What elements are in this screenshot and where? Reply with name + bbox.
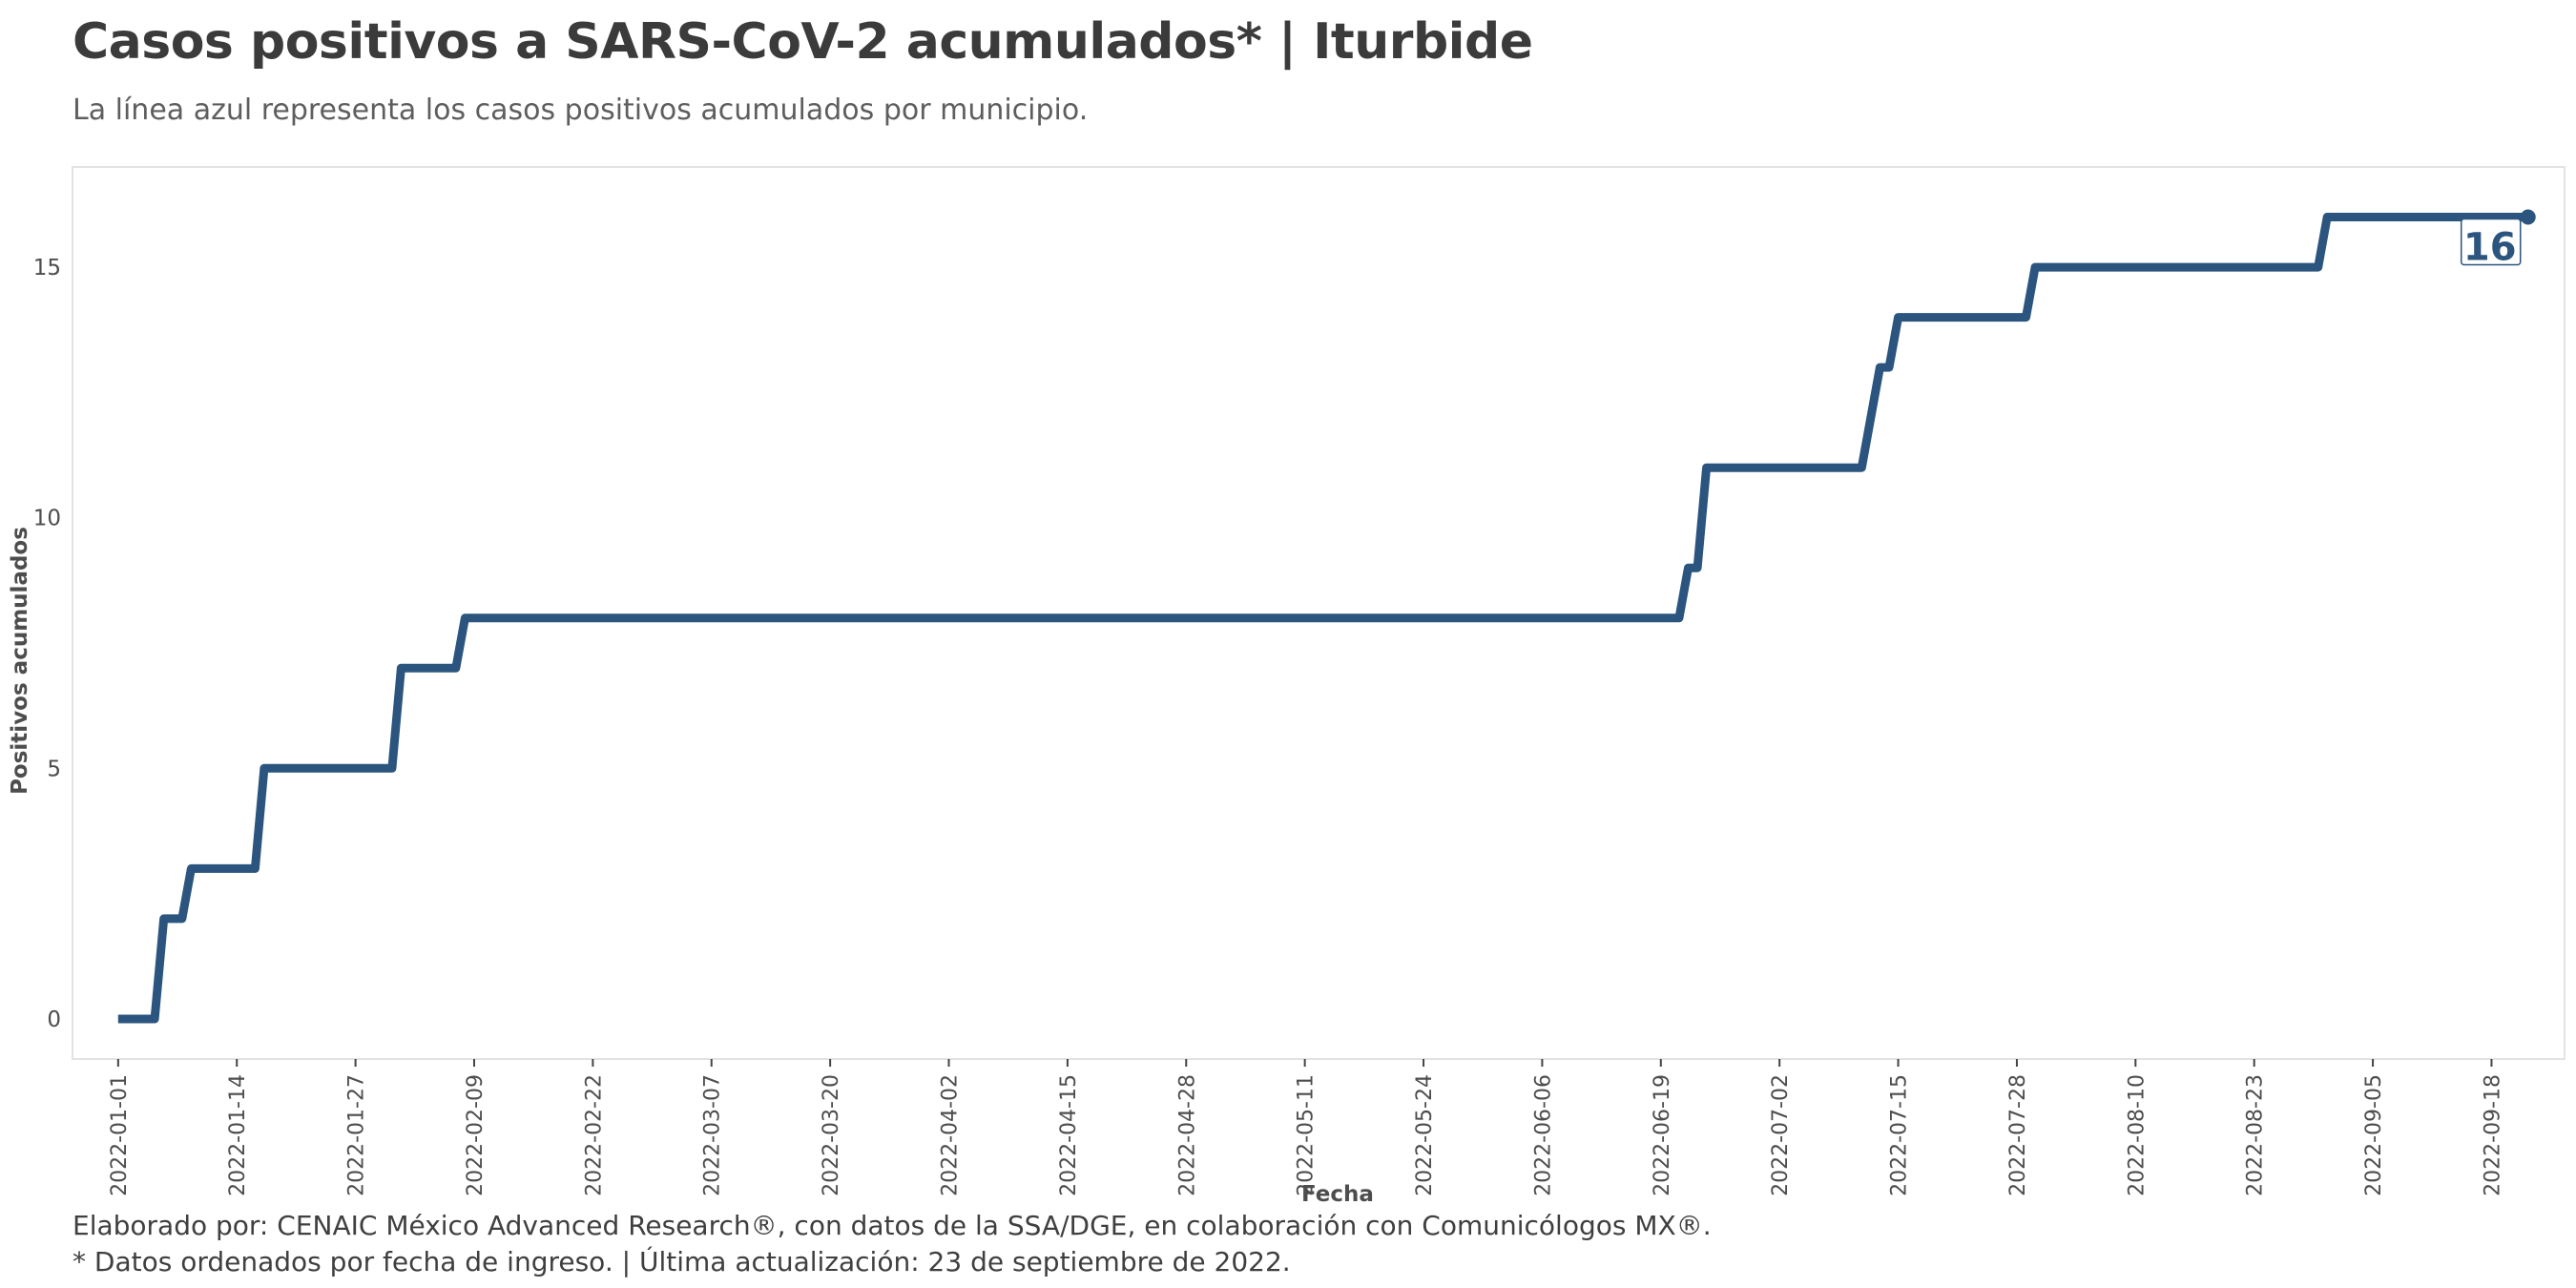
y-tick-label-1: 5: [47, 757, 61, 781]
caption-source: Elaborado por: CENAIC México Advanced Re…: [73, 1210, 1712, 1241]
x-axis-title: Fecha: [1301, 1182, 1374, 1207]
x-tick-label-15: 2022-07-15: [1888, 1074, 1912, 1196]
y-tick-label-0: 0: [47, 1008, 61, 1032]
y-tick-label-3: 15: [33, 256, 61, 280]
x-tick-label-4: 2022-02-22: [582, 1074, 606, 1196]
plot-panel: [72, 166, 2566, 1060]
x-tick-label-1: 2022-01-14: [226, 1074, 250, 1196]
x-tick-label-10: 2022-05-11: [1295, 1074, 1319, 1196]
x-tick-label-20: 2022-09-18: [2481, 1074, 2504, 1196]
x-tick-label-5: 2022-03-07: [701, 1074, 725, 1196]
x-tick-label-17: 2022-08-10: [2125, 1074, 2149, 1196]
x-tick-label-3: 2022-02-09: [464, 1074, 488, 1196]
x-tick-label-13: 2022-06-19: [1651, 1074, 1674, 1196]
x-tick-label-7: 2022-04-02: [939, 1074, 963, 1196]
end-value-label: 16: [2463, 226, 2517, 270]
x-tick-label-12: 2022-06-06: [1531, 1074, 1555, 1196]
x-axis-ticks: 2022-01-01 2022-01-14 2022-01-27 2022-02-09…: [108, 1059, 2504, 1196]
x-tick-label-16: 2022-07-28: [2006, 1074, 2030, 1196]
chart-subtitle: La línea azul representa los casos posit…: [73, 93, 1089, 127]
x-tick-label-0: 2022-01-01: [108, 1074, 132, 1196]
end-point-marker: [2520, 209, 2536, 225]
x-tick-label-18: 2022-08-23: [2244, 1074, 2268, 1196]
series-line-cumulative-cases: [117, 213, 2528, 1024]
x-tick-label-9: 2022-04-28: [1175, 1074, 1199, 1196]
caption-note: * Datos ordenados por fecha de ingreso. …: [73, 1246, 1291, 1278]
x-tick-label-14: 2022-07-02: [1769, 1074, 1793, 1196]
x-tick-label-11: 2022-05-24: [1413, 1074, 1437, 1196]
x-tick-label-8: 2022-04-15: [1057, 1074, 1081, 1196]
x-tick-label-19: 2022-09-05: [2362, 1074, 2386, 1196]
x-tick-label-2: 2022-01-27: [345, 1074, 369, 1196]
y-axis-ticks: 0 5 10 15: [33, 256, 61, 1032]
y-tick-label-2: 10: [33, 507, 61, 531]
end-value-label-box: [2460, 218, 2522, 266]
y-axis-title: Positivos acumulados: [8, 527, 32, 795]
x-tick-label-6: 2022-03-20: [820, 1074, 843, 1196]
chart-title: Casos positivos a SARS-CoV-2 acumulados*…: [73, 13, 1533, 71]
